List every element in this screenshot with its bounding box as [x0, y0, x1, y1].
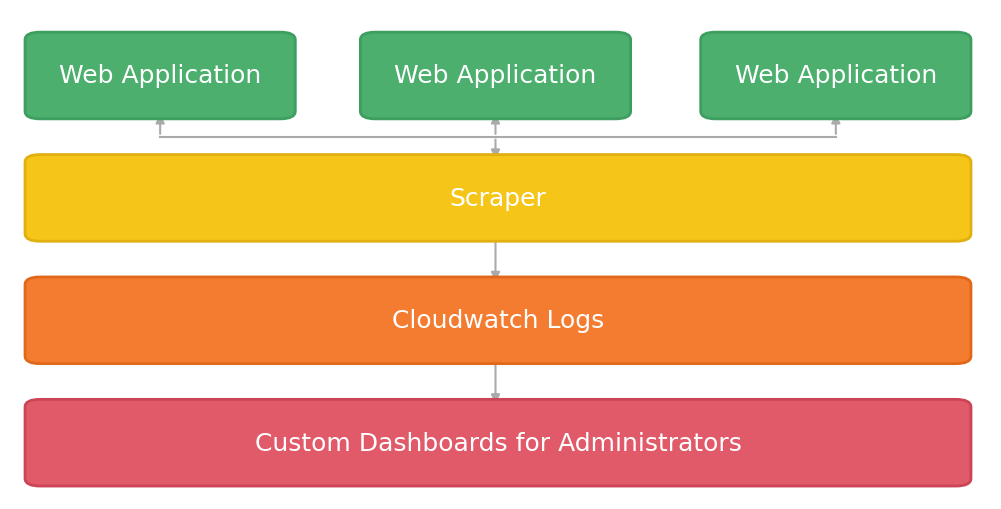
FancyBboxPatch shape — [360, 33, 631, 120]
FancyBboxPatch shape — [25, 155, 971, 242]
FancyBboxPatch shape — [25, 277, 971, 364]
FancyBboxPatch shape — [25, 400, 971, 486]
Text: Web Application: Web Application — [394, 64, 597, 89]
Text: Scraper: Scraper — [449, 186, 547, 211]
Text: Custom Dashboards for Administrators: Custom Dashboards for Administrators — [254, 431, 742, 455]
Text: Web Application: Web Application — [735, 64, 937, 89]
Text: Web Application: Web Application — [59, 64, 261, 89]
FancyBboxPatch shape — [701, 33, 971, 120]
Text: Cloudwatch Logs: Cloudwatch Logs — [391, 308, 605, 333]
FancyBboxPatch shape — [25, 33, 295, 120]
